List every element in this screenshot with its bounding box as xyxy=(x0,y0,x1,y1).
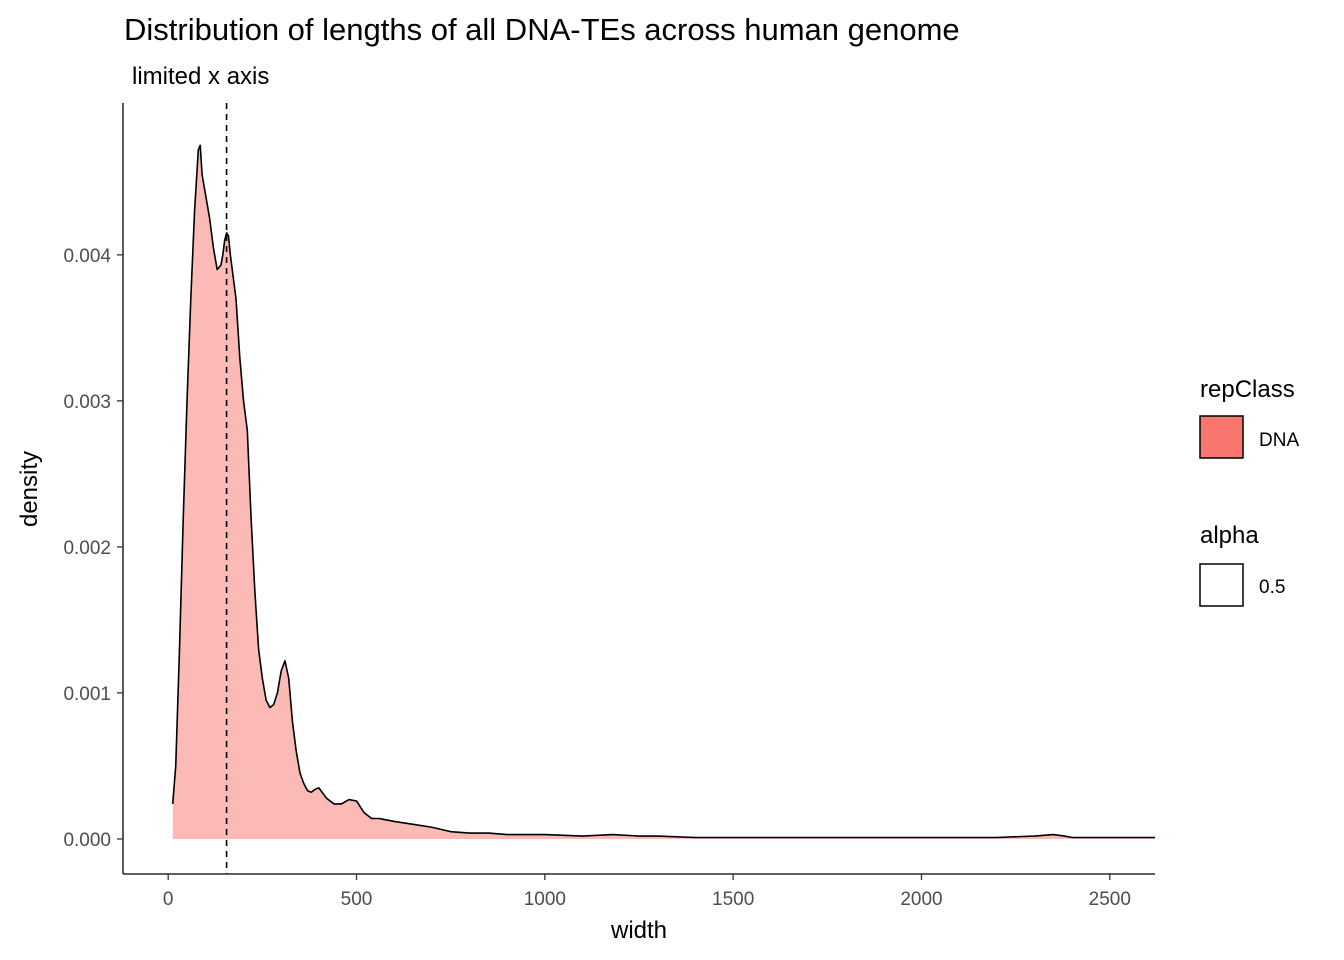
legend-alpha: alpha 0.5 xyxy=(1199,522,1285,607)
x-tick-label: 0 xyxy=(163,889,174,910)
y-tick-label: 0.001 xyxy=(63,684,111,705)
legend-repclass: repClass DNA xyxy=(1199,376,1299,459)
y-tick-label: 0.004 xyxy=(63,246,111,267)
legend-key-alpha xyxy=(1199,563,1244,607)
x-tick-label: 500 xyxy=(341,889,373,910)
density-line-dna xyxy=(171,144,1155,839)
legend-label-dna: DNA xyxy=(1259,430,1299,451)
y-axis-ticks: 0.000 0.001 0.002 0.003 0.004 xyxy=(63,246,123,851)
x-axis-ticks: 0 500 1000 1500 2000 2500 xyxy=(163,874,1131,910)
x-tick-label: 2000 xyxy=(900,889,942,910)
x-tick-label: 2500 xyxy=(1089,889,1131,910)
density-area-dna xyxy=(172,145,1156,839)
chart-subtitle: limited x axis xyxy=(132,63,269,90)
legend-key-dna xyxy=(1199,415,1244,459)
x-tick-label: 1000 xyxy=(524,889,566,910)
y-tick-label: 0.002 xyxy=(63,538,111,559)
plot-area xyxy=(171,103,1156,874)
chart-title: Distribution of lengths of all DNA-TEs a… xyxy=(124,12,960,47)
y-tick-label: 0.003 xyxy=(63,392,111,413)
x-tick-label: 1500 xyxy=(712,889,754,910)
legend-alpha-title: alpha xyxy=(1200,522,1259,549)
legend-repclass-title: repClass xyxy=(1200,376,1295,403)
x-axis-title: width xyxy=(610,917,667,944)
y-axis-title: density xyxy=(16,451,43,527)
y-tick-label: 0.000 xyxy=(63,830,111,851)
legend-label-alpha: 0.5 xyxy=(1259,577,1285,598)
